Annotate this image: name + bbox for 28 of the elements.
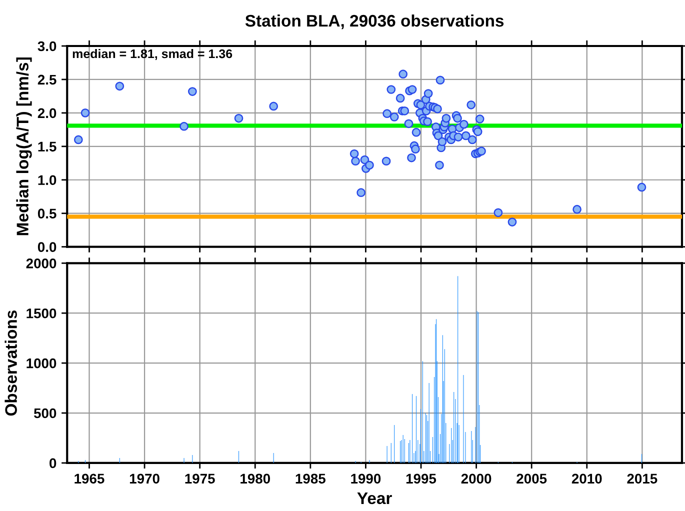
x-tick-label: 2000 bbox=[461, 474, 492, 484]
x-tick-label: 1970 bbox=[130, 474, 160, 484]
y-axis-title: Median log(A/T) [nm/s] bbox=[16, 58, 32, 236]
x-tick-label: 2005 bbox=[516, 474, 547, 484]
x-tick-label: 1990 bbox=[351, 474, 381, 484]
chart-title: Station BLA, 29036 observations bbox=[245, 14, 504, 30]
y-tick-label: 1.0 bbox=[38, 175, 56, 186]
y-tick-label: 0.0 bbox=[38, 242, 56, 252]
y-tick-label: 500 bbox=[34, 408, 56, 418]
y-tick-label: 1000 bbox=[26, 358, 56, 368]
y-tick-label: 0.5 bbox=[38, 208, 56, 219]
y-tick-label: 2000 bbox=[26, 258, 56, 268]
x-tick-label: 1995 bbox=[406, 474, 436, 484]
x-tick-label: 1980 bbox=[240, 474, 270, 484]
x-tick-label: 1975 bbox=[185, 474, 215, 484]
y-tick-label: 1.5 bbox=[38, 142, 56, 152]
x-tick-label: 1965 bbox=[74, 474, 104, 484]
y-tick-label: 2.0 bbox=[38, 108, 56, 118]
y-tick-label: 3.0 bbox=[38, 41, 56, 52]
x-axis-title: Year bbox=[357, 492, 392, 504]
y-tick-label: 1500 bbox=[26, 308, 56, 318]
y-axis-title: Observations bbox=[4, 310, 17, 416]
x-tick-label: 2010 bbox=[572, 474, 602, 484]
y-tick-label: 0 bbox=[50, 458, 56, 468]
y-tick-label: 2.5 bbox=[38, 74, 56, 85]
x-tick-label: 2015 bbox=[627, 474, 658, 484]
x-tick-label: 1985 bbox=[296, 474, 326, 484]
annotation: median = 1.81, smad = 1.36 bbox=[72, 49, 232, 60]
